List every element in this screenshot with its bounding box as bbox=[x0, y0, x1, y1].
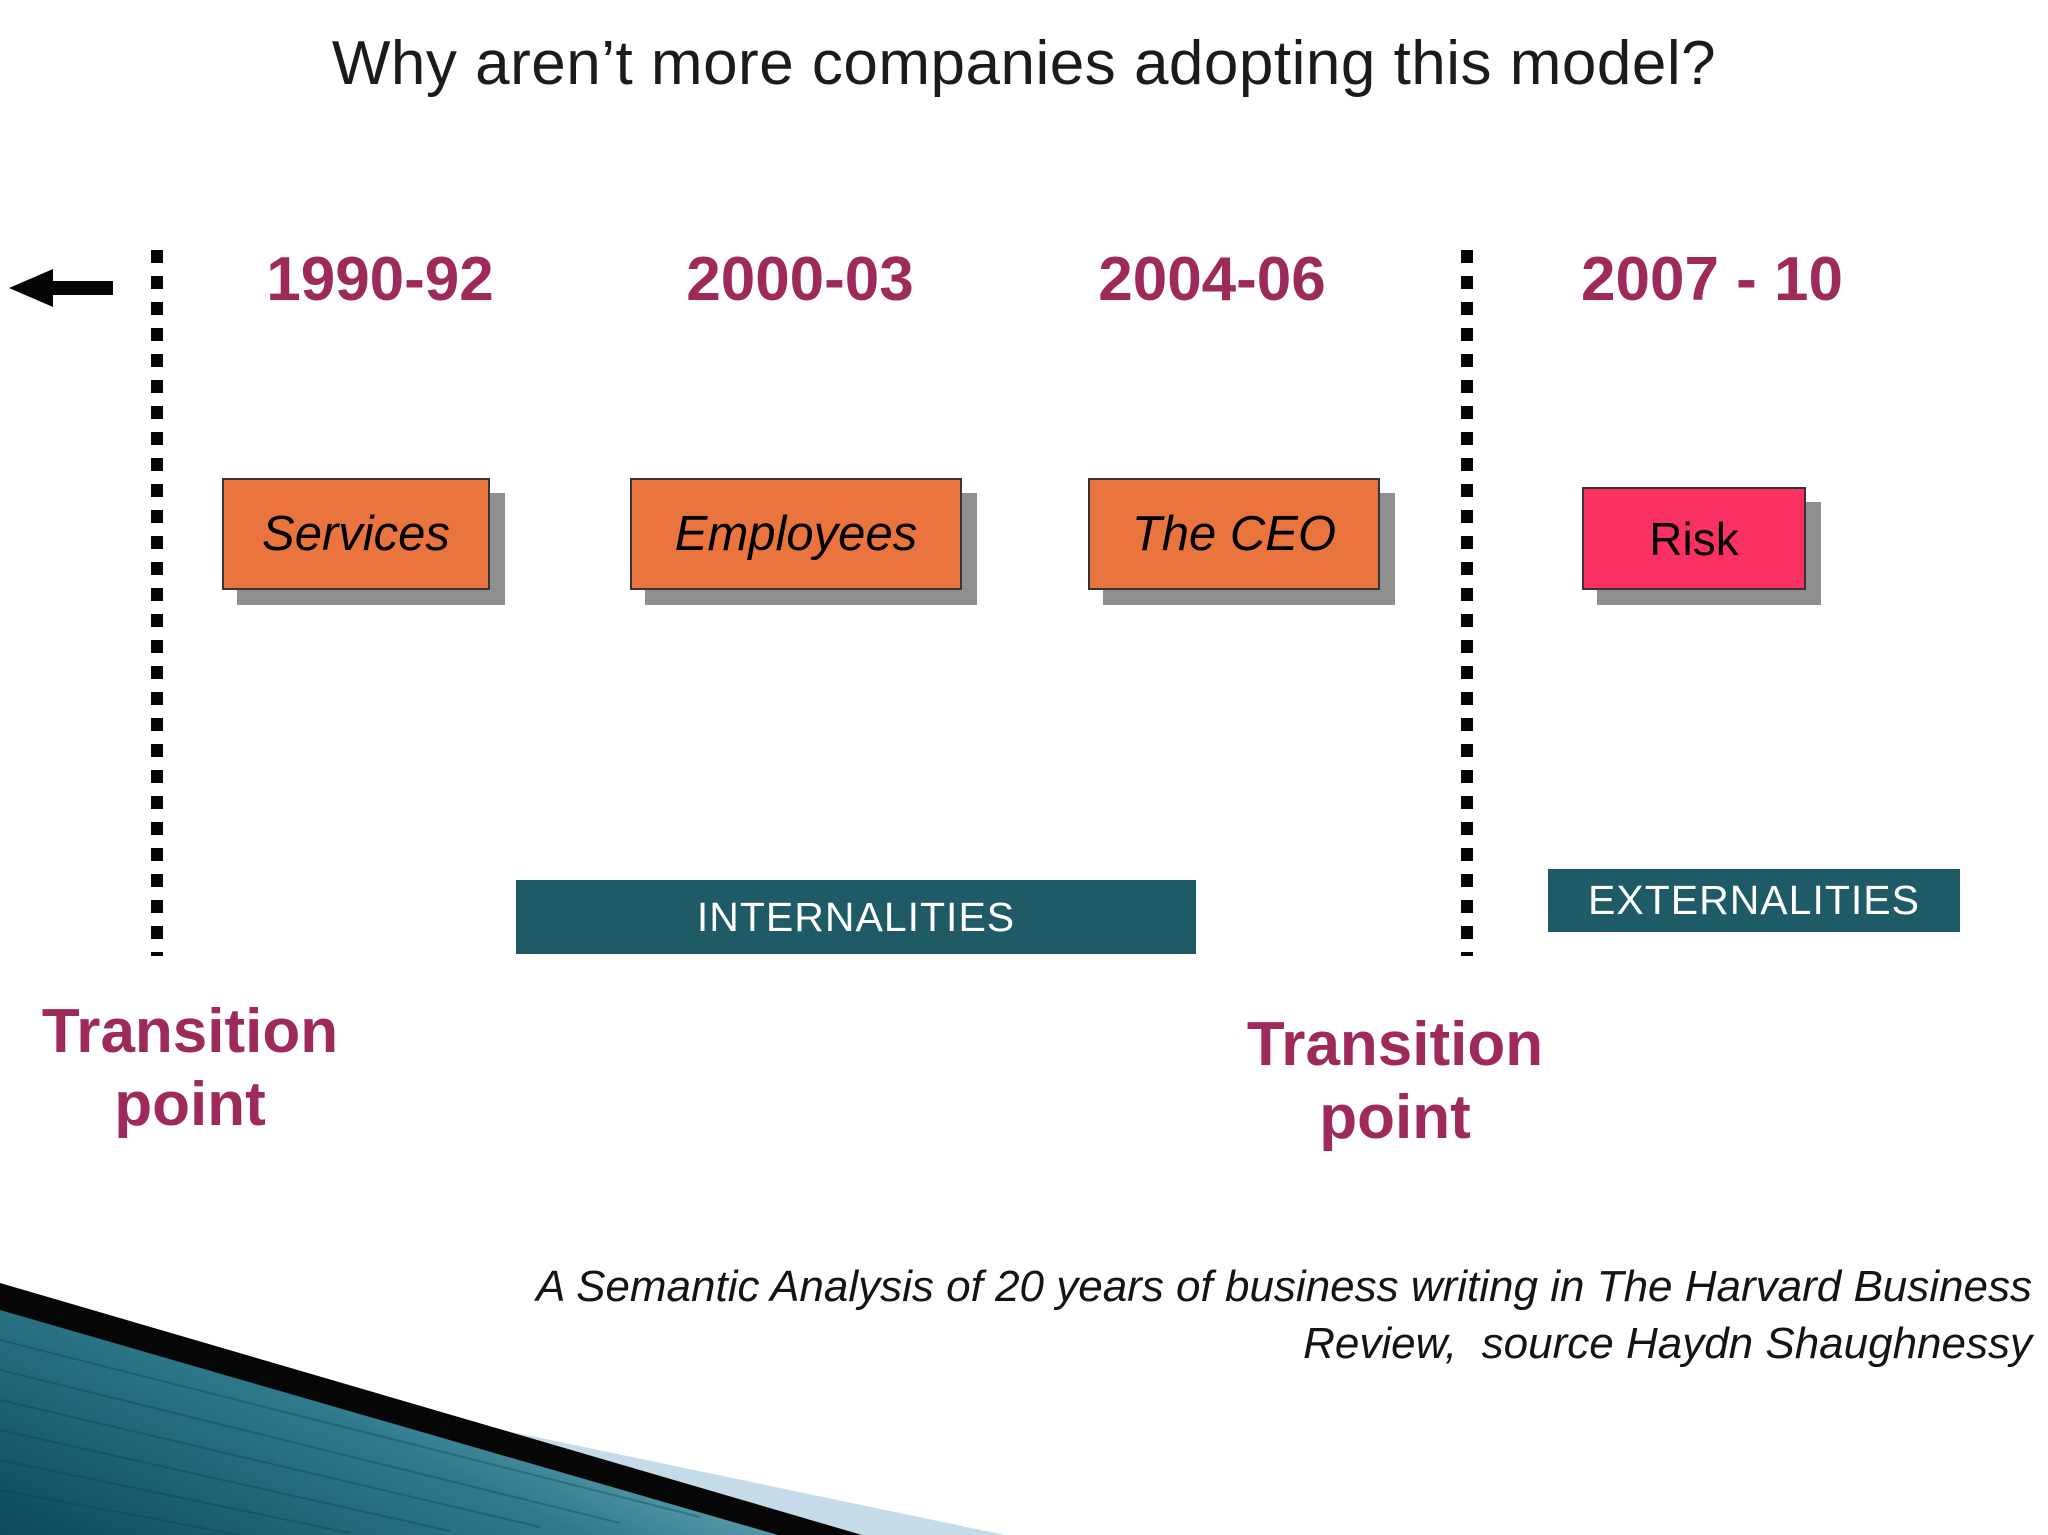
transition-point-left-line1: Transition bbox=[41, 997, 339, 1066]
left-arrow-icon bbox=[9, 269, 113, 307]
transition-point-right-line2: point bbox=[1319, 1083, 1471, 1153]
box-risk: Risk bbox=[1582, 487, 1806, 590]
box-the-ceo: The CEO bbox=[1088, 478, 1380, 590]
transition-point-left-line2: point bbox=[114, 1070, 266, 1140]
box-services: Services bbox=[222, 478, 490, 590]
period-year-2: 2000-03 bbox=[686, 245, 914, 314]
externalities-bar: EXTERNALITIES bbox=[1548, 869, 1960, 932]
decoration-stripes bbox=[0, 1339, 701, 1535]
period-year-4: 2007 - 10 bbox=[1581, 245, 1843, 314]
source-caption-line2: Review, source Haydn Shaughnessy bbox=[1303, 1319, 2032, 1369]
slide-title: Why aren’t more companies adopting this … bbox=[331, 29, 1717, 98]
source-caption: A Semantic Analysis of 20 years of busin… bbox=[332, 1258, 2032, 1372]
transition-dotted-line-right bbox=[1461, 250, 1473, 956]
corner-decoration bbox=[0, 1283, 1005, 1535]
box-employees: Employees bbox=[630, 478, 962, 590]
source-caption-line1: A Semantic Analysis of 20 years of busin… bbox=[536, 1262, 2032, 1311]
period-year-1: 1990-92 bbox=[266, 245, 494, 314]
transition-dotted-line-left bbox=[151, 250, 163, 956]
period-year-3: 2004-06 bbox=[1098, 245, 1326, 314]
transition-point-right: Transition point bbox=[1205, 1008, 1585, 1154]
decoration-teal-wedge bbox=[0, 1310, 778, 1535]
transition-point-right-line1: Transition bbox=[1246, 1010, 1544, 1079]
internalities-bar: INTERNALITIES bbox=[516, 880, 1196, 954]
transition-point-left: Transition point bbox=[0, 995, 380, 1141]
